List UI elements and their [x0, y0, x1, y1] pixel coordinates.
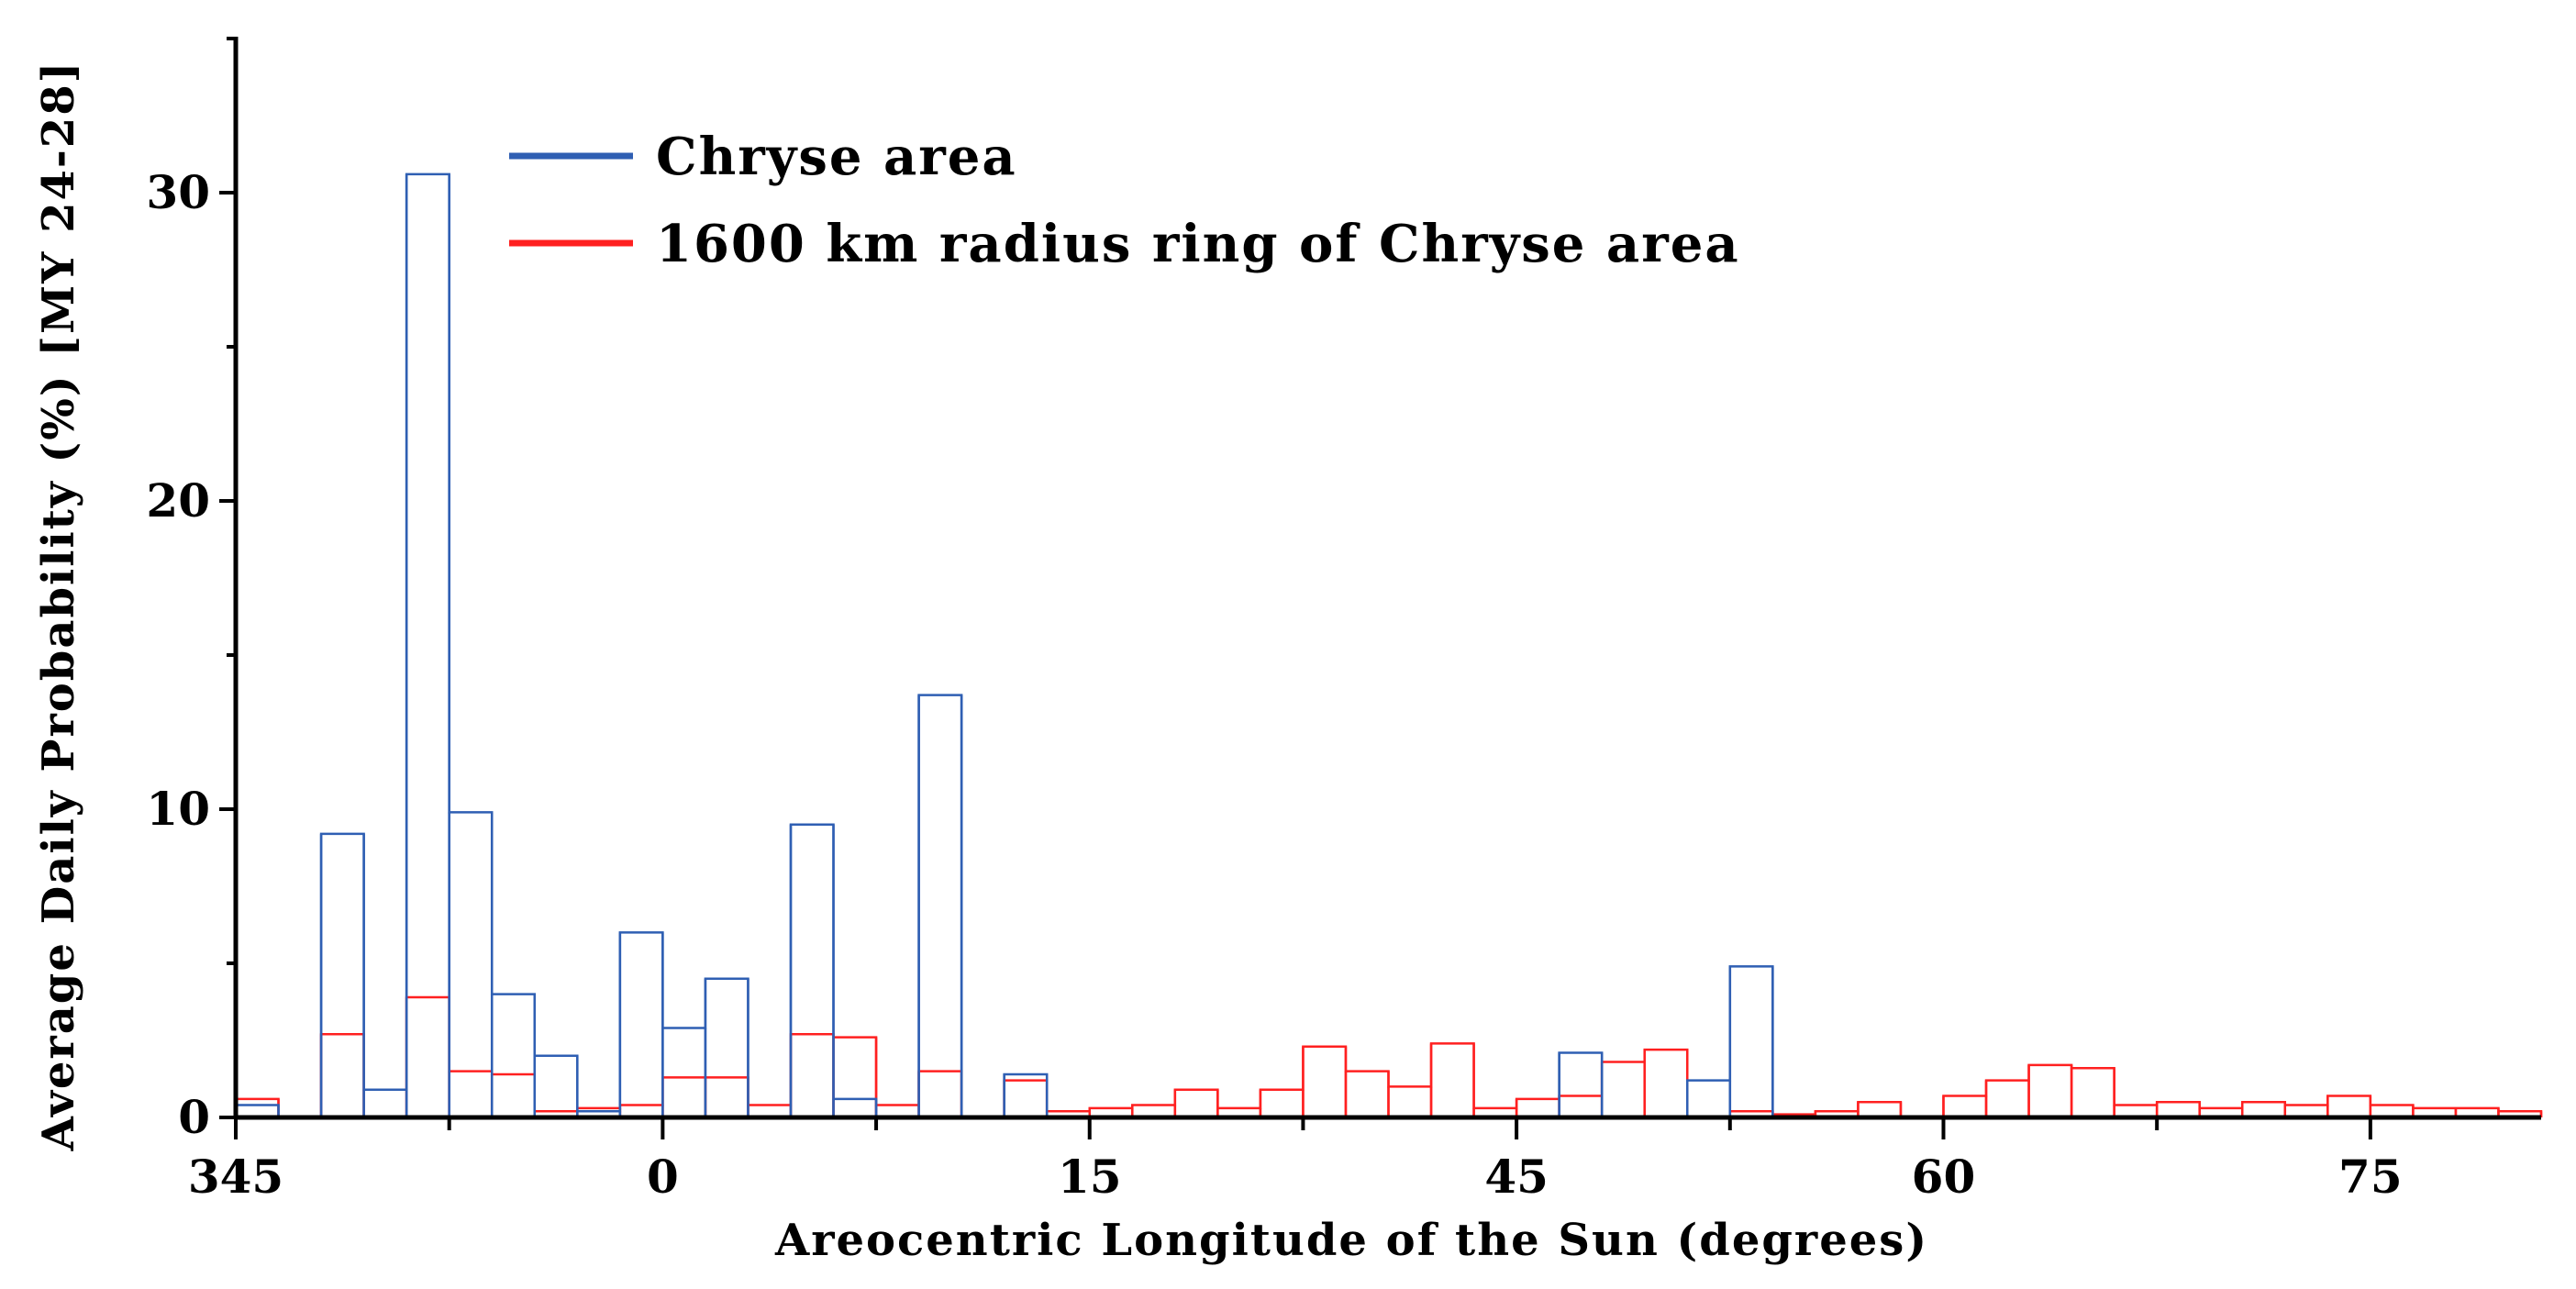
- y-tick-label: 20: [146, 473, 210, 528]
- x-tick-label: 45: [1484, 1150, 1549, 1204]
- legend-label-ring-series: 1600 km radius ring of Chryse area: [656, 214, 1740, 274]
- y-tick-label: 30: [146, 165, 210, 219]
- y-axis-title: Average Daily Probability (%) [MY 24-28]: [33, 61, 84, 1152]
- x-tick-label: 15: [1058, 1150, 1122, 1204]
- x-tick-label: 345: [188, 1150, 283, 1204]
- x-axis-title: Areocentric Longitude of the Sun (degree…: [774, 1215, 1928, 1266]
- chryse-area-series: [234, 172, 2541, 1119]
- legend: Chryse area 1600 km radius ring of Chryse…: [509, 127, 1740, 274]
- ring-series: [234, 995, 2543, 1119]
- x-tick-label: 60: [1912, 1150, 1976, 1204]
- y-tick-label: 0: [178, 1090, 210, 1144]
- x-tick-label: 0: [647, 1150, 679, 1204]
- chryse-area-series-outline: [234, 172, 2541, 1119]
- legend-label-chryse-area-series: Chryse area: [656, 127, 1017, 187]
- x-tick-label: 75: [2338, 1150, 2403, 1204]
- y-tick-label: 10: [146, 782, 210, 836]
